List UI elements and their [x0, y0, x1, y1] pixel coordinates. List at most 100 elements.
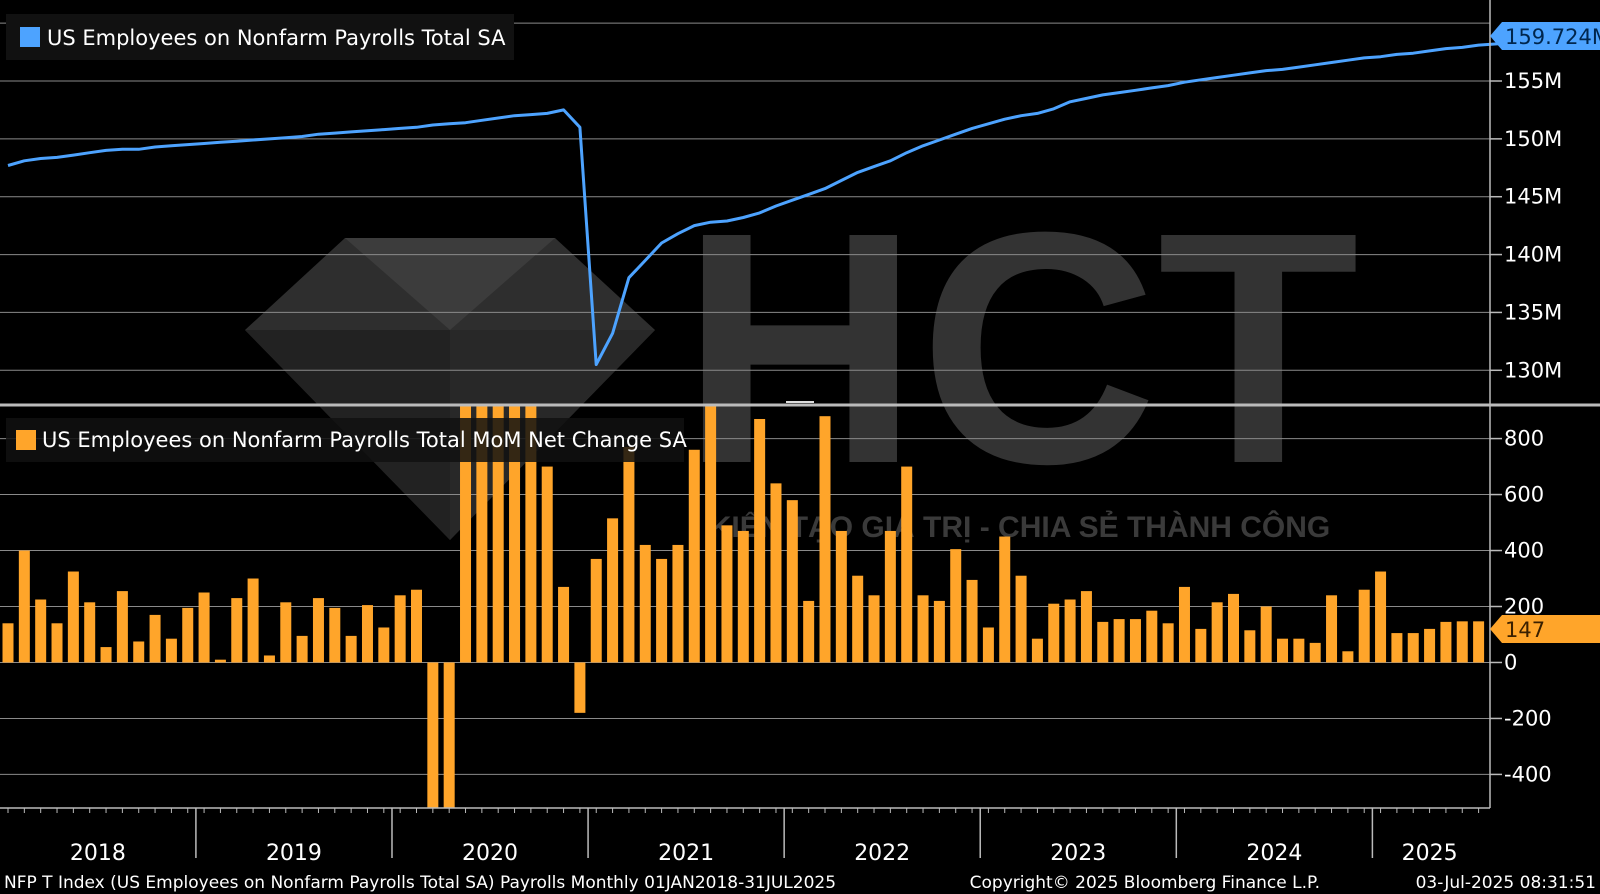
bottom-tick-label: -400	[1504, 762, 1552, 786]
top-tick-label: 145M	[1504, 185, 1562, 209]
bar	[67, 571, 79, 663]
bar	[590, 558, 602, 663]
year-label: 2018	[70, 841, 126, 866]
top-tick-label: 155M	[1504, 69, 1562, 93]
bar	[1048, 603, 1060, 663]
bar	[100, 647, 112, 663]
bar	[917, 595, 929, 663]
bar	[803, 600, 815, 663]
bar	[656, 558, 668, 663]
footer-timestamp: 03-Jul-2025 08:31:51	[1416, 873, 1596, 893]
bar	[1097, 621, 1109, 663]
bar	[1358, 589, 1370, 663]
bar	[427, 662, 439, 808]
bottom-tick-label: 0	[1504, 650, 1517, 674]
bar	[999, 536, 1011, 663]
bar	[1211, 602, 1223, 663]
watermark: HCT KIẾN TẠO GIÁ TRỊ - CHIA SẺ THÀNH CÔN…	[245, 163, 1359, 544]
bar	[1162, 623, 1174, 663]
bar	[868, 595, 880, 663]
bar	[312, 598, 324, 663]
bar	[84, 602, 96, 663]
legend-swatch-line	[20, 27, 40, 47]
bar	[721, 525, 733, 663]
bar	[1473, 621, 1485, 663]
bottom-y-axis: -400 -200 0 200 400 600 800	[1490, 427, 1552, 786]
bar	[247, 578, 259, 663]
top-tick-label: 135M	[1504, 300, 1562, 324]
bar	[950, 549, 962, 663]
top-legend[interactable]: US Employees on Nonfarm Payrolls Total S…	[6, 14, 514, 60]
bar	[1326, 595, 1338, 663]
bar	[1146, 610, 1158, 663]
bar	[819, 416, 831, 663]
bar	[1424, 628, 1436, 663]
bar	[558, 586, 570, 663]
bar	[1064, 599, 1076, 663]
bar	[705, 405, 717, 663]
bar	[1440, 621, 1452, 663]
bar	[672, 544, 684, 663]
bar	[443, 662, 455, 808]
bar	[835, 530, 847, 663]
year-label: 2020	[462, 841, 518, 866]
bar	[1113, 619, 1125, 663]
bottom-legend[interactable]: US Employees on Nonfarm Payrolls Total M…	[6, 418, 687, 462]
bar	[1080, 591, 1092, 663]
bar	[296, 635, 308, 663]
legend-label-line: US Employees on Nonfarm Payrolls Total S…	[47, 26, 506, 50]
bar-last-value: 147	[1505, 618, 1545, 642]
bar	[231, 598, 243, 663]
watermark-logo-text: HCT	[681, 163, 1359, 532]
bar	[345, 635, 357, 663]
bar	[1293, 638, 1305, 663]
bar	[574, 662, 586, 713]
line-last-value: 159.724M	[1505, 25, 1600, 49]
bar	[966, 579, 978, 663]
year-label: 2022	[854, 841, 910, 866]
watermark-tagline: KIẾN TẠO GIÁ TRỊ - CHIA SẺ THÀNH CÔNG	[710, 510, 1331, 544]
footer-copyright: Copyright© 2025 Bloomberg Finance L.P.	[970, 873, 1320, 893]
year-label: 2019	[266, 841, 322, 866]
bar	[737, 530, 749, 663]
bar	[607, 518, 619, 663]
bar	[35, 599, 47, 663]
bar	[361, 605, 373, 663]
bar	[1195, 628, 1207, 663]
bar	[1375, 571, 1387, 663]
top-tick-label: 140M	[1504, 243, 1562, 267]
legend-label-bar: US Employees on Nonfarm Payrolls Total M…	[42, 428, 687, 452]
bar	[1391, 633, 1403, 663]
bar	[1129, 619, 1141, 663]
bar-series	[2, 405, 1485, 808]
year-label: 2025	[1402, 841, 1458, 866]
bar	[982, 627, 994, 663]
bar	[394, 595, 406, 663]
bar	[280, 602, 292, 663]
line-path	[7, 31, 1600, 366]
bar	[639, 544, 651, 663]
bar	[1015, 575, 1027, 663]
bar	[116, 591, 128, 663]
bar	[852, 575, 864, 663]
bottom-tick-label: 400	[1504, 539, 1544, 563]
bar	[1244, 630, 1256, 663]
bar	[149, 614, 161, 663]
bar	[378, 627, 390, 663]
year-label: 2023	[1050, 841, 1106, 866]
line-series	[7, 31, 1600, 366]
bar	[1309, 642, 1321, 663]
x-axis: 2018 2019 2020 2021 2022 2023 2024 2025	[7, 808, 1480, 866]
bar	[541, 466, 553, 663]
bar	[263, 655, 275, 663]
footer-source: NFP T Index (US Employees on Nonfarm Pay…	[4, 873, 836, 893]
bar	[770, 483, 782, 663]
year-label: 2024	[1246, 841, 1302, 866]
legend-swatch-bar	[16, 430, 36, 450]
bar	[786, 500, 798, 663]
bar	[18, 550, 30, 663]
top-tick-label: 150M	[1504, 127, 1562, 151]
bar	[133, 641, 145, 663]
line-last-value-tag: 159.724M	[1490, 22, 1600, 50]
